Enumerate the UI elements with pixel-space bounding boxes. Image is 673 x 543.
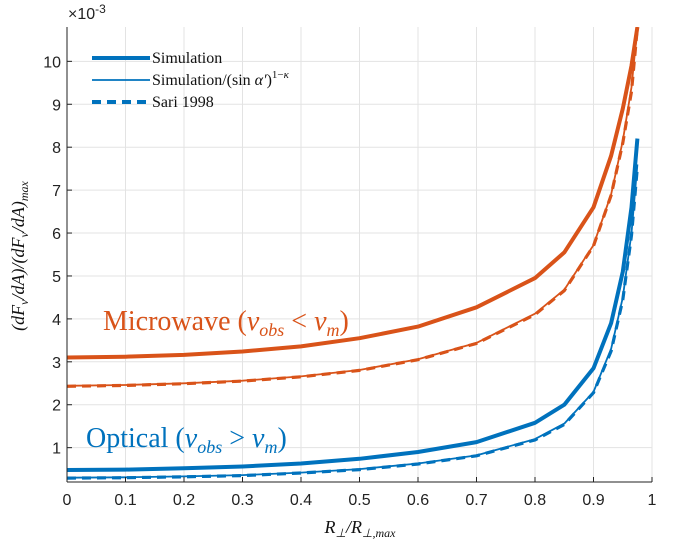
y-multiplier: ×10-3 [68, 2, 106, 23]
axes [66, 27, 653, 483]
x-tick-label: 0.7 [465, 492, 487, 509]
grid [66, 27, 653, 482]
series-line-microwave-dashed [67, 27, 639, 388]
y-tick-label: 9 [52, 97, 61, 114]
legend-label-sari: Sari 1998 [152, 94, 214, 111]
y-tick-label: 2 [52, 398, 61, 415]
x-tick-label: 0.9 [582, 492, 604, 509]
series-lines [67, 27, 640, 480]
y-axis-label: (dFν/dA)/(dFν/dA)max [8, 180, 31, 330]
series-line-optical-dashed [67, 166, 639, 480]
legend: Simulation Simulation/(sin α′)1−κ Sari 1… [92, 50, 290, 111]
y-tick-label: 4 [52, 312, 61, 329]
y-tick-label: 3 [52, 355, 61, 372]
legend-label-simulation: Simulation [152, 50, 222, 67]
x-tick-label: 1 [648, 492, 657, 509]
x-tick-label: 0.8 [524, 492, 546, 509]
x-tick-label: 0.2 [173, 492, 195, 509]
y-tick-label: 5 [52, 269, 61, 286]
y-tick-label: 6 [52, 226, 61, 243]
y-tick-label: 8 [52, 140, 61, 157]
tick-labels: 0 0.1 0.2 0.3 0.4 0.5 0.6 0.7 0.8 0.9 1 1 2 3 4 5 6 7 8 9 10 [43, 54, 656, 509]
annotation-microwave: Microwave (νobs < νm) [103, 306, 349, 340]
x-tick-label: 0.6 [407, 492, 429, 509]
annotation-optical: Optical (νobs > νm) [86, 423, 287, 457]
series-line-optical-thick-solid [67, 138, 640, 472]
x-tick-label: 0.4 [290, 492, 312, 509]
x-axis-label: R⊥/R⊥,max [324, 517, 397, 540]
series-line-microwave-thick-solid [67, 27, 640, 360]
legend-label-simulation-corrected: Simulation/(sin α′)1−κ [152, 69, 290, 89]
y-tick-label: 10 [43, 54, 61, 71]
x-tick-label: 0.1 [114, 492, 136, 509]
x-tick-label: 0.5 [348, 492, 370, 509]
y-tick-label: 1 [52, 441, 61, 458]
x-tick-label: 0.3 [231, 492, 253, 509]
y-tick-label: 7 [52, 183, 61, 200]
x-tick-label: 0 [63, 492, 72, 509]
